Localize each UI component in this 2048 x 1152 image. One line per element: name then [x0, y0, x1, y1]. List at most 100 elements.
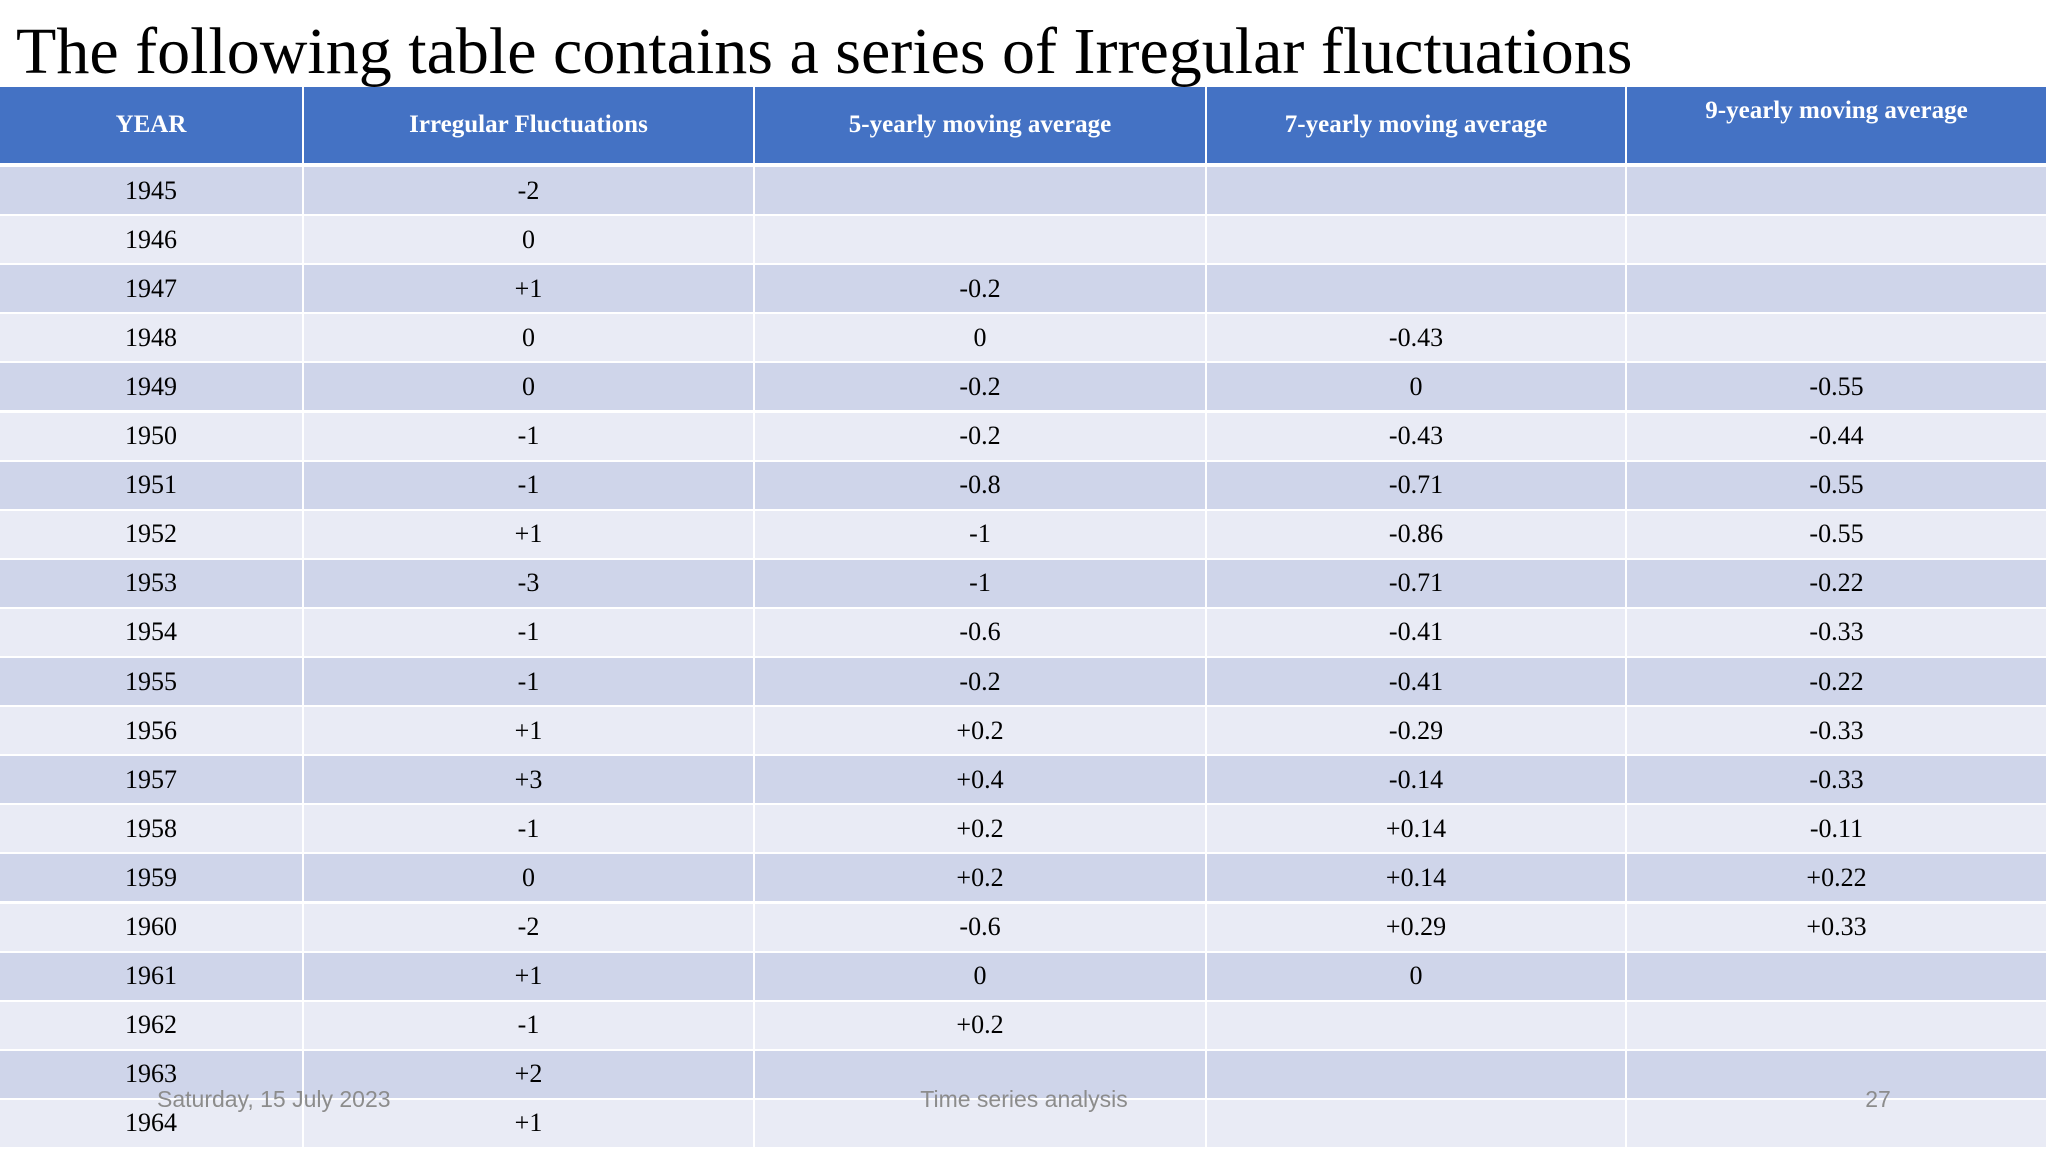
cell-text: +0.33 [1806, 912, 1867, 942]
footer-page: 27 [1865, 1086, 1891, 1112]
slide-title: The following table contains a series of… [16, 15, 1633, 88]
cell-text: +0.4 [956, 764, 1004, 794]
cell-text: 0 [973, 961, 987, 991]
table-cell: -0.55 [1627, 461, 2048, 511]
footer-date: Saturday, 15 July 2023 [157, 1086, 391, 1112]
table-cell: 1952 [0, 510, 304, 560]
cell-text: -0.41 [1388, 666, 1444, 696]
table-cell: 1955 [0, 658, 304, 708]
table-cell: -1 [755, 559, 1207, 609]
table-cell: 1946 [0, 216, 304, 266]
table-cell: 0 [1207, 363, 1627, 413]
table-cell: -2 [304, 167, 755, 217]
cell-text: -0.33 [1809, 764, 1864, 794]
cell-text: 1955 [125, 666, 177, 696]
cell-text: 7-yearly moving average [1284, 111, 1548, 138]
table-cell [1207, 1001, 1627, 1051]
header-cell: 5-yearly moving average [755, 87, 1207, 167]
table-cell: -0.33 [1627, 608, 2048, 658]
cell-text: +1 [514, 715, 543, 745]
table-row: 1963 +2 [0, 1050, 2048, 1100]
cell-text: 1958 [125, 813, 177, 843]
cell-text: 0 [973, 322, 987, 352]
cell-text: -0.2 [959, 421, 1001, 451]
table-cell: +1 [304, 510, 755, 560]
table-cell: +0.2 [755, 707, 1207, 757]
table-row: 1947 +1 -0.2 [0, 265, 2048, 315]
cell-text: +1 [514, 519, 543, 549]
table-cell: 1959 [0, 854, 304, 904]
table-cell: +1 [304, 952, 755, 1002]
cell-text: 1957 [125, 764, 177, 794]
cell-text: 1963 [125, 1059, 177, 1089]
cell-text: 1946 [125, 224, 177, 254]
cell-text: 0 [522, 862, 535, 892]
table-row: 1959 0 +0.2 +0.14 +0.22 [0, 854, 2048, 904]
table-cell: -0.71 [1207, 461, 1627, 511]
table-cell [1627, 1001, 2048, 1051]
table-cell: -0.41 [1207, 608, 1627, 658]
cell-text: 1949 [125, 371, 177, 401]
table-cell: 1947 [0, 265, 304, 315]
cell-text: 0 [1409, 961, 1423, 991]
table-cell: +0.22 [1627, 854, 2048, 904]
table-cell: 1964 [0, 1099, 304, 1149]
table-cell: +2 [304, 1050, 755, 1100]
cell-text: 0 [522, 322, 535, 352]
table-cell: -0.8 [755, 461, 1207, 511]
cell-text: 1959 [125, 862, 177, 892]
table-cell: -0.33 [1627, 707, 2048, 757]
table-cell: 0 [304, 314, 755, 364]
table-cell: 1948 [0, 314, 304, 364]
table-cell [1627, 314, 2048, 364]
table-row: 1961 +1 0 0 [0, 952, 2048, 1002]
cell-text: +0.2 [956, 1010, 1004, 1040]
cell-text: -1 [517, 470, 540, 500]
table-row: 1952 +1 -1 -0.86 -0.55 [0, 510, 2048, 560]
table-cell: 1962 [0, 1001, 304, 1051]
table-cell: 1953 [0, 559, 304, 609]
table-cell [1207, 1050, 1627, 1100]
header-cell: Irregular Fluctuations [304, 87, 755, 167]
cell-text: 1954 [125, 617, 177, 647]
header-row: YEAR Irregular Fluctuations 5-yearly movin… [0, 87, 2048, 167]
cell-text: -0.43 [1388, 322, 1444, 352]
cell-text: -0.2 [959, 273, 1001, 303]
cell-text: -0.71 [1388, 470, 1444, 500]
table-cell: 1956 [0, 707, 304, 757]
table-row: 1957 +3 +0.4 -0.14 -0.33 [0, 756, 2048, 806]
table-cell: -0.44 [1627, 412, 2048, 462]
cell-text: +1 [514, 273, 543, 303]
table-cell: +0.4 [755, 756, 1207, 806]
cell-text: -0.86 [1388, 519, 1444, 549]
cell-text: +2 [514, 1059, 543, 1089]
table-row: 1951 -1 -0.8 -0.71 -0.55 [0, 461, 2048, 511]
table-cell [755, 167, 1207, 217]
header-cell: YEAR [0, 87, 304, 167]
cell-text: 9-yearly moving average [1705, 97, 1968, 124]
table-cell: -0.2 [755, 265, 1207, 315]
table-cell: +3 [304, 756, 755, 806]
table-cell: -0.14 [1207, 756, 1627, 806]
cell-text: -0.55 [1809, 519, 1864, 549]
table-cell: +0.2 [755, 1001, 1207, 1051]
cell-text: +0.2 [956, 862, 1004, 892]
cell-text: -1 [517, 813, 540, 843]
table-cell: 0 [304, 216, 755, 266]
cell-text: -0.11 [1809, 813, 1864, 843]
table-cell: -0.2 [755, 412, 1207, 462]
cell-text: +0.14 [1385, 862, 1447, 892]
table-cell: -1 [304, 1001, 755, 1051]
cell-text: -0.41 [1388, 617, 1444, 647]
table-cell: 1961 [0, 952, 304, 1002]
table-cell: 1950 [0, 412, 304, 462]
cell-text: -0.43 [1388, 421, 1444, 451]
cell-text: -0.2 [959, 666, 1001, 696]
table-cell [1207, 167, 1627, 217]
table-cell: -0.55 [1627, 363, 2048, 413]
cell-text: +0.22 [1806, 862, 1867, 892]
cell-text: 1948 [125, 322, 177, 352]
cell-text: -1 [517, 617, 540, 647]
cell-text: +0.14 [1385, 813, 1447, 843]
